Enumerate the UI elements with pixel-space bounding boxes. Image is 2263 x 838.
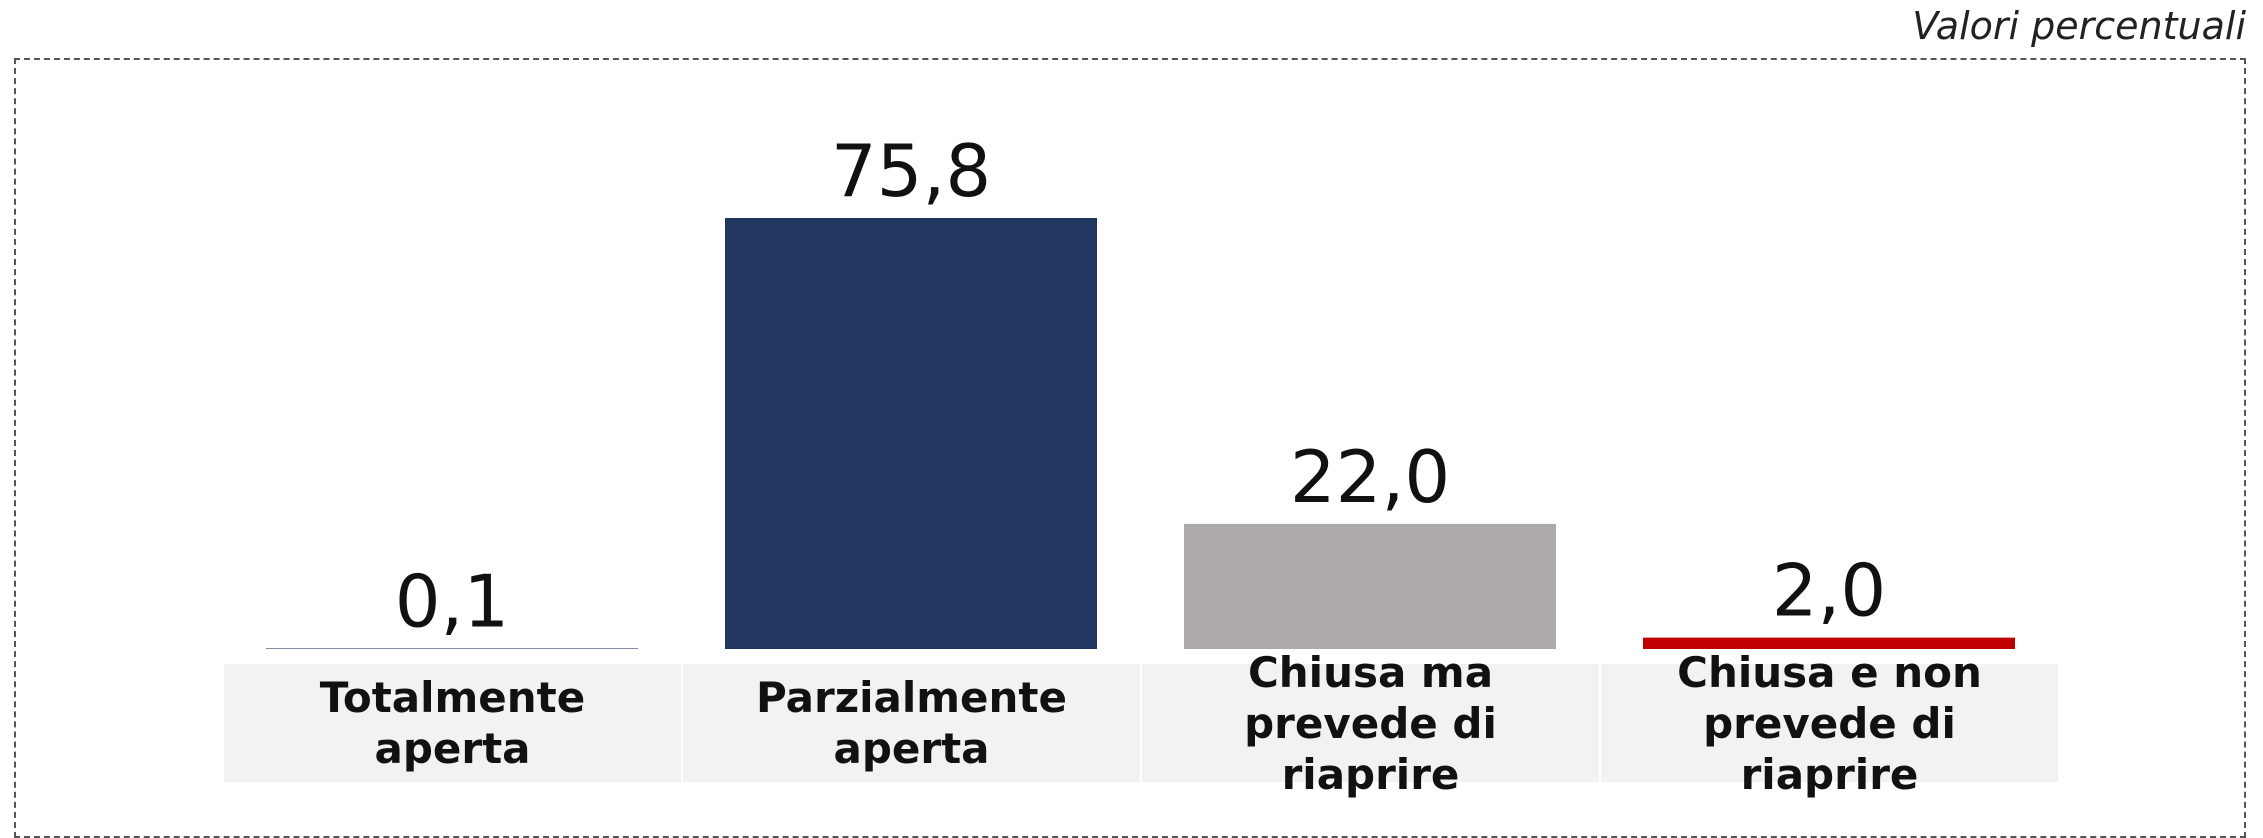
bar	[1184, 523, 1556, 649]
bar	[1643, 637, 2015, 649]
bar	[725, 218, 1097, 649]
value-label: 0,1	[395, 559, 510, 643]
value-label: 75,8	[831, 129, 991, 213]
category-label: Chiusa ma prevede di riaprire	[1142, 648, 1599, 799]
category-label: Parzialmente aperta	[683, 664, 1140, 782]
category-label: Totalmente aperta	[224, 664, 681, 782]
value-label: 22,0	[1290, 435, 1450, 519]
subtitle: Valori percentuali	[1912, 4, 2246, 48]
bar	[266, 648, 638, 649]
category-label: Chiusa e non prevede di riaprire	[1601, 648, 2058, 799]
value-label: 2,0	[1772, 549, 1887, 633]
